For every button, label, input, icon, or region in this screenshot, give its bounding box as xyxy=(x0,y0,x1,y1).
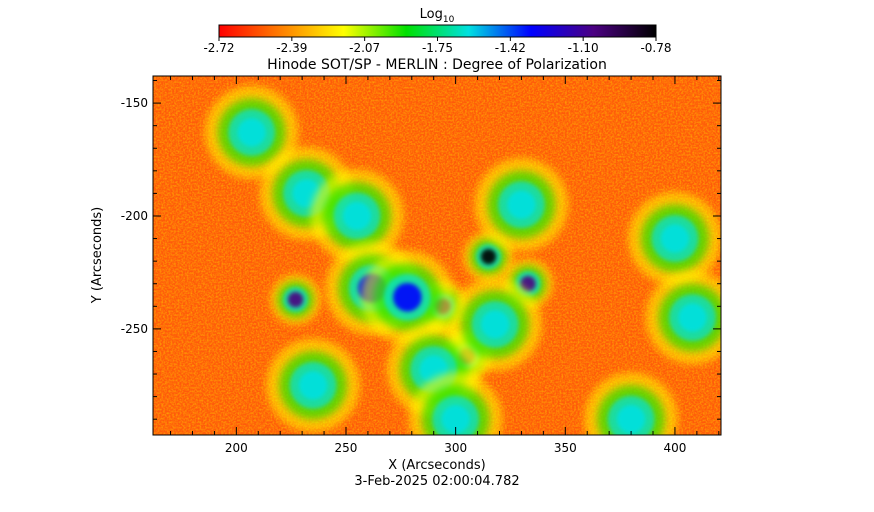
colorbar-tick-label: -2.72 xyxy=(203,41,234,55)
x-tick-label: 400 xyxy=(663,441,686,455)
network-lane xyxy=(408,372,503,435)
polarized-patch xyxy=(502,258,554,309)
y-tick-label: -200 xyxy=(121,209,148,223)
network-lane xyxy=(645,270,721,365)
y-axis-label: Y (Arcseconds) xyxy=(90,207,105,304)
colorbar-tick-label: -2.39 xyxy=(276,41,307,55)
network-lane xyxy=(628,191,721,286)
chart-title: Hinode SOT/SP - MERLIN : Degree of Polar… xyxy=(267,57,607,73)
network-lane xyxy=(310,169,404,263)
x-axis: 200 250 300 350 400 xyxy=(170,76,720,455)
network-lane xyxy=(584,372,678,435)
plot-frame xyxy=(152,75,722,436)
colorbar-ticks: -2.72 -2.39 -2.07 -1.75 -1.42 -1.10 -0.78 xyxy=(203,37,672,55)
y-tick-label: -150 xyxy=(121,96,148,110)
network-lane xyxy=(474,157,569,252)
network-lane xyxy=(204,85,299,180)
colorbar: Log10 -2.72 -2.39 -2.07 -1.75 -1.42 -1.10 -0.7… xyxy=(203,7,671,55)
x-tick-label: 250 xyxy=(335,441,358,455)
x-tick-label: 200 xyxy=(225,441,248,455)
heatmap-features xyxy=(204,85,721,435)
x-tick-label: 300 xyxy=(444,441,467,455)
colorbar-tick-label: -1.42 xyxy=(495,41,526,55)
colorbar-tick-label: -1.10 xyxy=(568,41,599,55)
colorbar-label: Log10 xyxy=(420,7,455,25)
colorbar-tick-label: -2.07 xyxy=(349,41,380,55)
y-tick-label: -250 xyxy=(121,322,148,336)
colorbar-gradient-bar xyxy=(218,24,657,38)
polarized-patch xyxy=(270,274,321,325)
network-lane xyxy=(448,277,542,372)
footer-date: 3-Feb-2025 02:00:04.782 xyxy=(354,474,519,489)
colorbar-tick-label: -0.78 xyxy=(640,41,671,55)
network-lane xyxy=(360,250,455,345)
network-lane xyxy=(266,338,360,433)
x-axis-label: X (Arcseconds) xyxy=(388,458,485,473)
plot-area xyxy=(153,76,721,435)
x-tick-label: 350 xyxy=(554,441,577,455)
y-axis: -150 -200 -250 xyxy=(121,80,721,420)
colorbar-tick-label: -1.75 xyxy=(422,41,453,55)
